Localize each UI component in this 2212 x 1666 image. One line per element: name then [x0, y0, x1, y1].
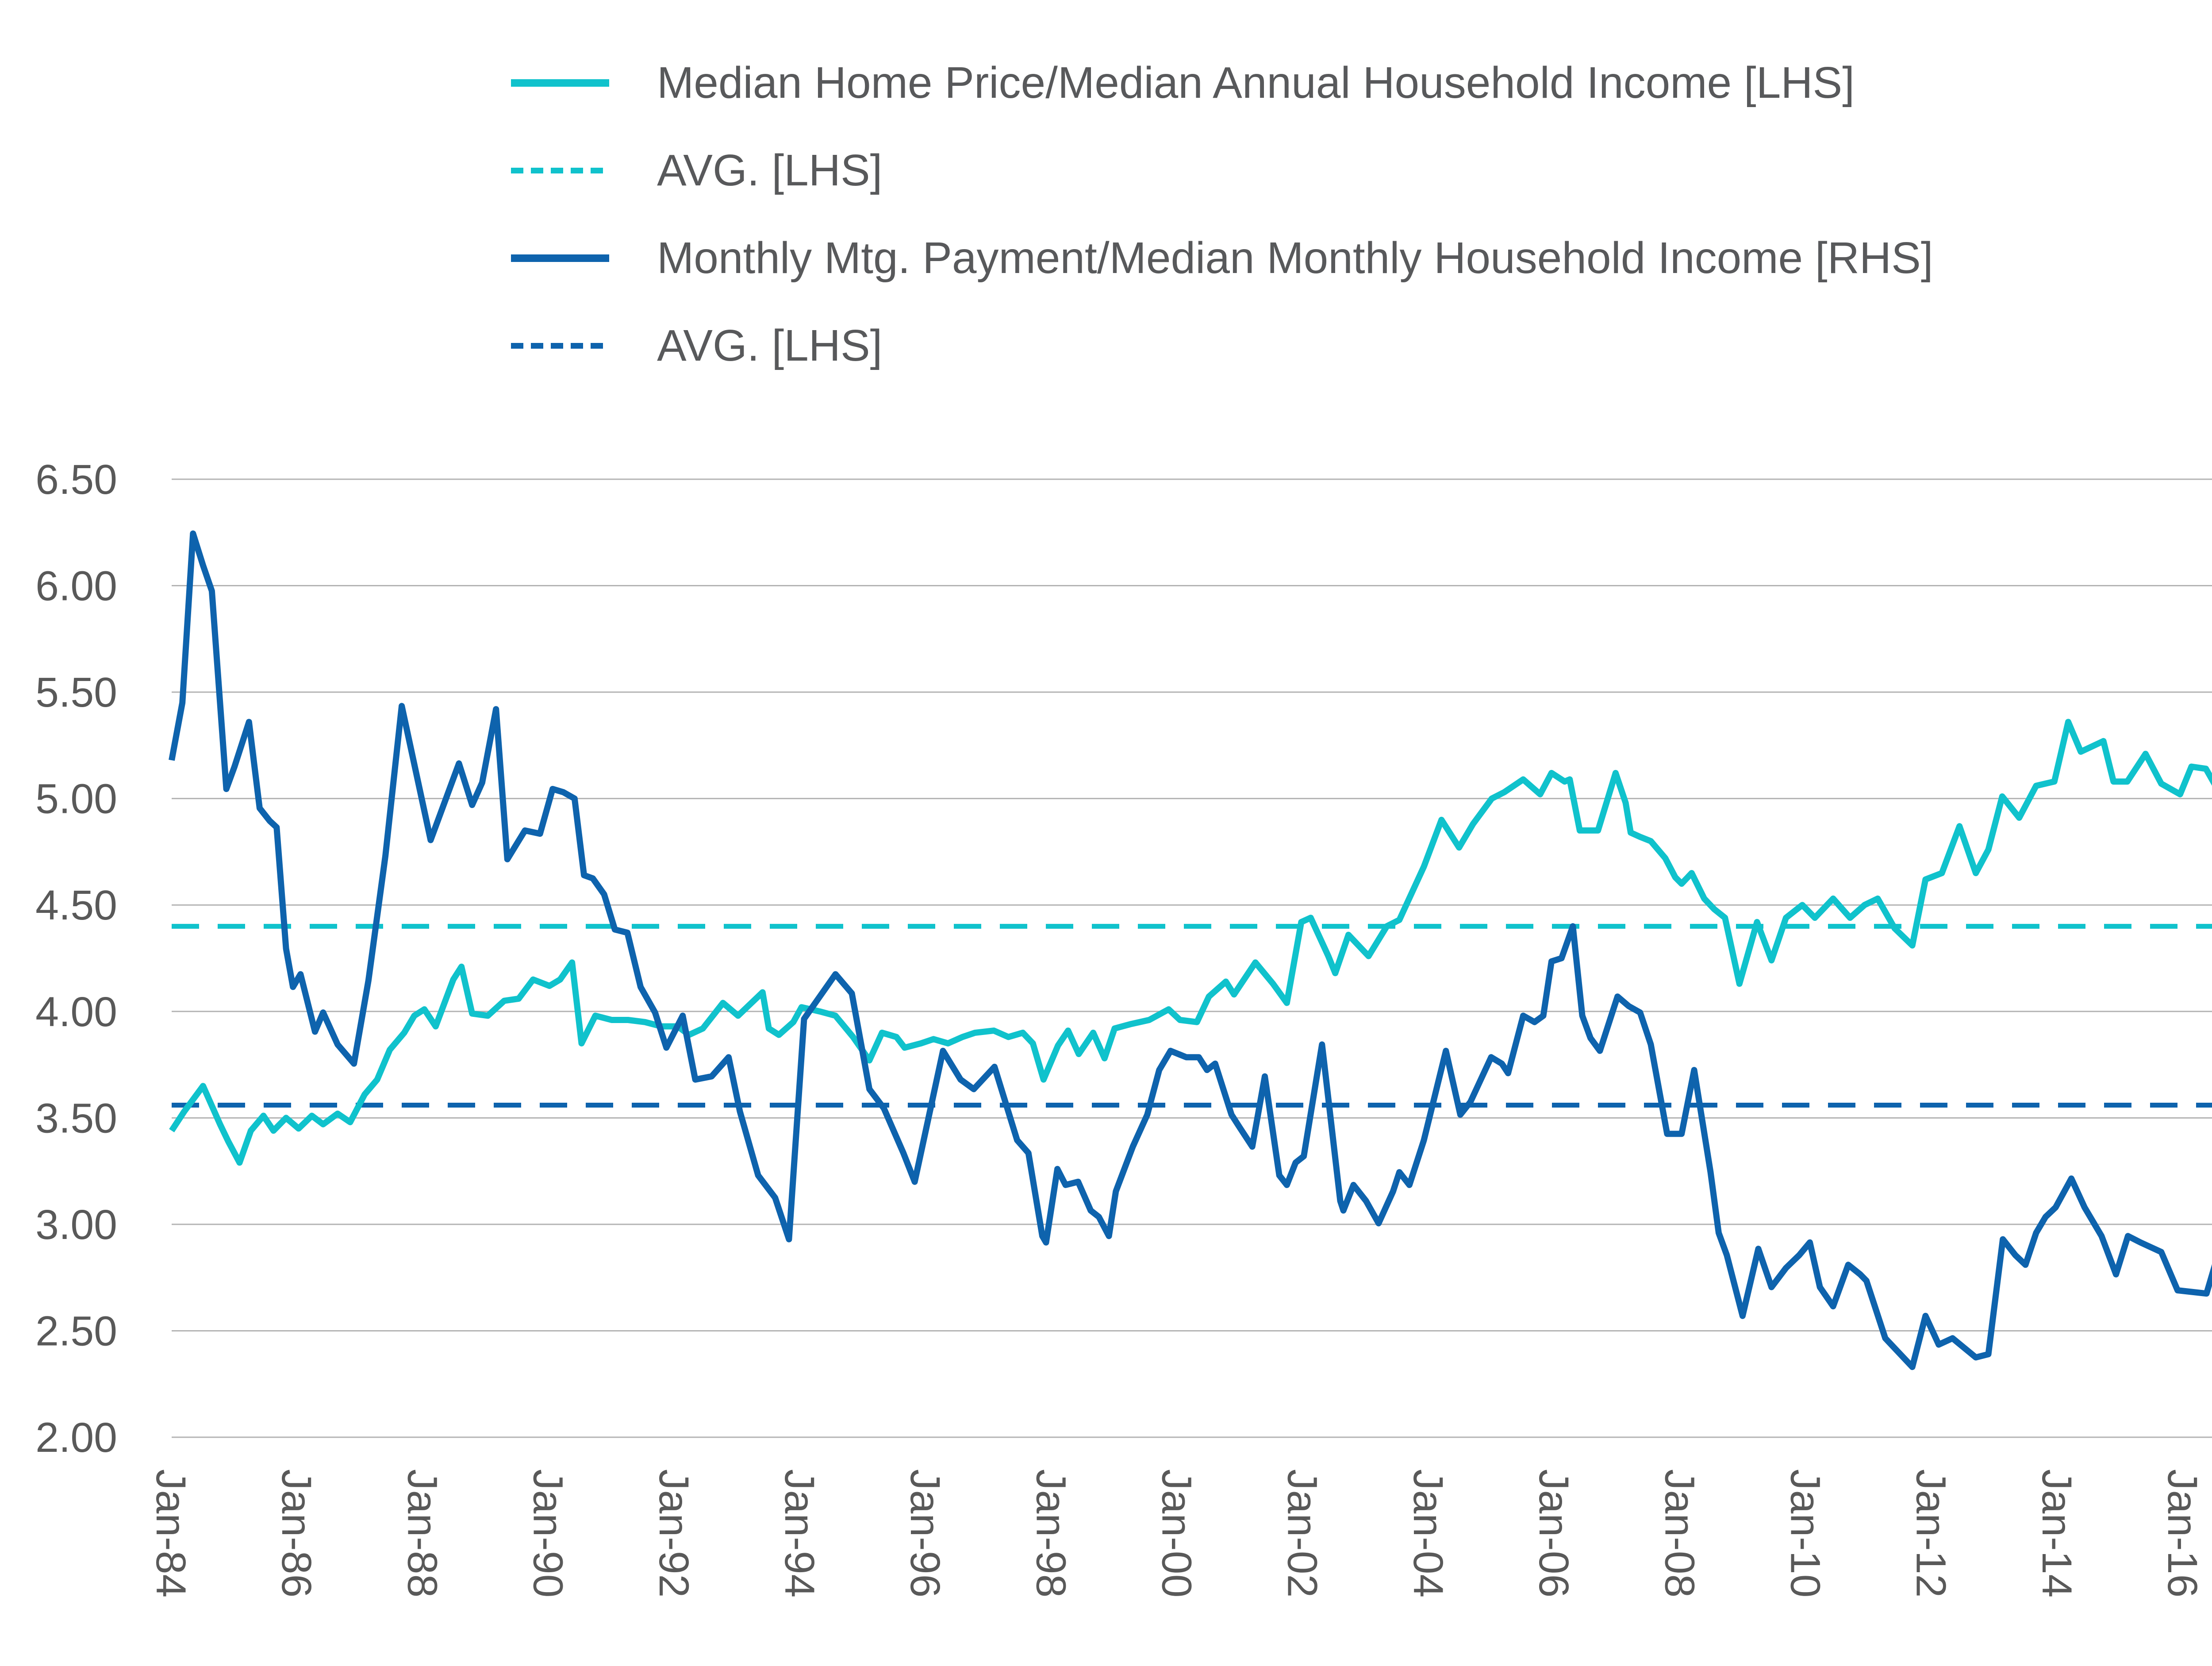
x-axis-tick-label: Jan-10 — [1782, 1469, 1828, 1597]
y-axis-left-tick-label: 6.50 — [35, 456, 117, 503]
legend-label-mtg-payment-avg: AVG. [LHS] — [657, 320, 883, 370]
x-axis-tick-label: Jan-92 — [650, 1469, 697, 1597]
x-axis-tick-label: Jan-00 — [1153, 1469, 1200, 1597]
y-axis-left-tick-label: 3.00 — [35, 1201, 117, 1248]
x-axis-tick-label: Jan-84 — [147, 1469, 194, 1597]
legend-swatch-price-income-line — [511, 79, 609, 87]
x-axis-tick-label: Jan-16 — [2159, 1469, 2206, 1597]
x-axis-tick-label: Jan-98 — [1027, 1469, 1074, 1597]
legend-label-price-income-avg: AVG. [LHS] — [657, 145, 883, 195]
y-axis-left-tick-label: 2.00 — [35, 1414, 117, 1461]
legend-item-mtg-payment: Monthly Mtg. Payment/Median Monthly Hous… — [511, 214, 1933, 302]
legend-swatch-mtg-payment-avg-line — [511, 342, 609, 349]
x-axis-tick-label: Jan-08 — [1656, 1469, 1703, 1597]
y-axis-left-tick-label: 6.00 — [35, 563, 117, 610]
y-axis-left-tick-label: 4.50 — [35, 882, 117, 929]
mtg-payment-line — [169, 530, 2212, 1370]
y-axis-left-tick-label: 2.50 — [35, 1308, 117, 1354]
legend-swatch-price-income-avg-line — [511, 167, 609, 173]
x-axis-tick-label: Jan-94 — [776, 1469, 823, 1597]
price-income-line — [169, 719, 2212, 1166]
x-axis-tick-label: Jan-86 — [273, 1469, 320, 1597]
x-axis-tick-label: Jan-14 — [2033, 1469, 2080, 1597]
x-axis-tick-label: Jan-02 — [1279, 1469, 1326, 1597]
x-axis-tick-label: Jan-88 — [399, 1469, 445, 1597]
x-axis-tick-label: Jan-96 — [902, 1469, 949, 1597]
legend-item-mtg-payment-avg: AVG. [LHS] — [511, 302, 1933, 389]
legend: Median Home Price/Median Annual Househol… — [511, 39, 1933, 389]
y-axis-left-tick-label: 3.50 — [35, 1095, 117, 1142]
legend-item-price-income-avg: AVG. [LHS] — [511, 127, 1933, 214]
x-axis-tick-label: Jan-06 — [1530, 1469, 1577, 1597]
legend-label-price-income: Median Home Price/Median Annual Househol… — [657, 58, 1855, 108]
y-axis-left-tick-label: 5.50 — [35, 669, 117, 716]
x-axis-tick-label: Jan-12 — [1908, 1469, 1955, 1597]
y-axis-left-tick-label: 5.00 — [35, 776, 117, 823]
y-axis-left-tick-label: 4.00 — [35, 989, 117, 1035]
legend-item-price-income: Median Home Price/Median Annual Househol… — [511, 39, 1933, 127]
legend-swatch-mtg-payment-line — [511, 254, 609, 262]
x-axis-tick-label: Jan-90 — [525, 1469, 572, 1597]
legend-label-mtg-payment: Monthly Mtg. Payment/Median Monthly Hous… — [657, 233, 1933, 283]
x-axis-tick-label: Jan-04 — [1405, 1469, 1452, 1597]
